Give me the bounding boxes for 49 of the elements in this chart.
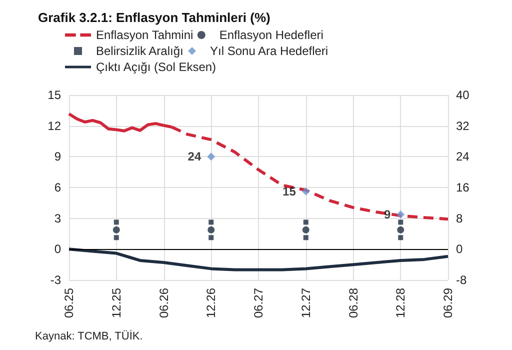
point [208,235,214,240]
x-tick-label: 12.26 [204,288,218,318]
legend-label: Enflasyon Tahmini [96,28,194,42]
x-tick-label: 12.25 [109,288,124,318]
y-tick-label: 9 [54,150,62,164]
y-tick-label: 12 [48,118,62,133]
point [114,220,119,225]
y-tick-label: 15 [48,88,62,102]
point [302,187,310,196]
data-label: 15 [282,184,296,198]
legend-label: Yıl Sonu Ara Hedefleri [210,44,328,58]
x-tick-label: 06.28 [346,288,360,318]
point [112,226,120,234]
point [303,220,308,225]
line-series [68,248,450,272]
point [207,152,216,161]
data-label: 24 [188,150,202,164]
data-label: 9 [384,207,391,222]
x-tick-label: 06.26 [156,288,171,318]
point [208,226,215,234]
x-tick-label: 12.28 [394,288,408,318]
point [396,210,405,218]
y2-tick-label: 24 [456,150,470,164]
chart-title: Grafik 3.2.1: Enflasyon Tahminleri (%) [38,10,270,25]
point [398,235,404,240]
text: Kaynak: TCMB, TÜİK. [35,330,143,342]
x-tick-label: 12.27 [298,288,313,318]
x-tick-label: 06.25 [62,288,76,318]
legend-label: Belirsizlik Aralığı [96,44,184,58]
legend-label: Enflasyon Hedefleri [219,28,324,42]
point [302,226,310,234]
y2-tick-label: 16 [456,180,470,194]
point [303,235,308,240]
point [397,226,404,234]
y-tick-label: 0 [54,242,62,256]
y2-tick-label: -8 [456,273,467,287]
point [114,235,119,240]
legend-label: Çıktı Açığı (Sol Eksen) [96,60,216,74]
x-tick-label: 06.29 [441,288,455,318]
y-tick-label: 6 [54,180,62,194]
y-tick-label: 3 [54,211,62,226]
x-tick-label: 06.27 [252,288,266,318]
y2-tick-label: 0 [456,242,463,256]
y-tick-label: -3 [50,273,62,287]
y2-tick-label: 8 [456,211,463,226]
point [398,220,404,225]
point [208,220,214,225]
y2-tick-label: 32 [456,118,470,133]
y2-tick-label: 40 [456,88,470,102]
